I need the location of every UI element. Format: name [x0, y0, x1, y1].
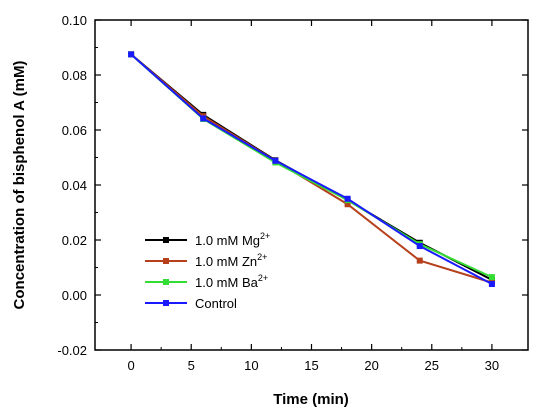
- y-axis-title: Concentration of bisphenol A (mM): [11, 61, 28, 310]
- legend-marker: [163, 300, 169, 306]
- y-tick-label: 0.02: [62, 233, 87, 248]
- data-point: [344, 201, 351, 208]
- legend-label: Control: [195, 296, 237, 311]
- y-tick-label: 0.04: [62, 178, 87, 193]
- x-tick-label: 30: [485, 358, 499, 373]
- data-point: [416, 243, 423, 250]
- legend-marker: [163, 237, 169, 243]
- data-point: [272, 157, 279, 164]
- axis-ticks: 0 5 10 15 20 25 30 -0.02 0.00 0.02 0.04 0.06 0.08 0.1…: [57, 13, 528, 373]
- y-tick-label: 0.00: [62, 288, 87, 303]
- x-tick-label: 25: [425, 358, 439, 373]
- legend-marker: [163, 279, 169, 285]
- series-line: [130, 53, 493, 285]
- legend-label: 1.0 mM Mg2+: [195, 231, 270, 248]
- series-line: [130, 53, 493, 284]
- data-point: [416, 257, 423, 264]
- series-line: [130, 53, 493, 281]
- data-point: [488, 274, 495, 281]
- data-point: [488, 281, 495, 287]
- x-tick-label: 15: [304, 358, 318, 373]
- y-tick-label: 0.10: [62, 13, 87, 28]
- data-point: [128, 51, 135, 58]
- series-layer: [128, 51, 495, 287]
- x-tick-label: 10: [244, 358, 258, 373]
- plot-frame: [94, 19, 529, 351]
- y-tick-label: 0.08: [62, 68, 87, 83]
- legend-label: 1.0 mM Zn2+: [195, 252, 267, 269]
- x-tick-label: 0: [127, 358, 134, 373]
- data-point: [200, 115, 207, 122]
- x-tick-label: 5: [188, 358, 195, 373]
- x-axis-title: Time (min): [273, 391, 349, 408]
- series-line: [130, 53, 493, 279]
- legend-label: 1.0 mM Ba2+: [195, 273, 268, 290]
- legend-marker: [163, 258, 169, 264]
- legend: 1.0 mM Mg2+ 1.0 mM Zn2+ 1.0 mM Ba2+ Control: [145, 231, 270, 311]
- y-tick-label: 0.06: [62, 123, 87, 138]
- y-tick-label: -0.02: [57, 343, 87, 358]
- x-tick-label: 20: [364, 358, 378, 373]
- data-point: [344, 195, 351, 202]
